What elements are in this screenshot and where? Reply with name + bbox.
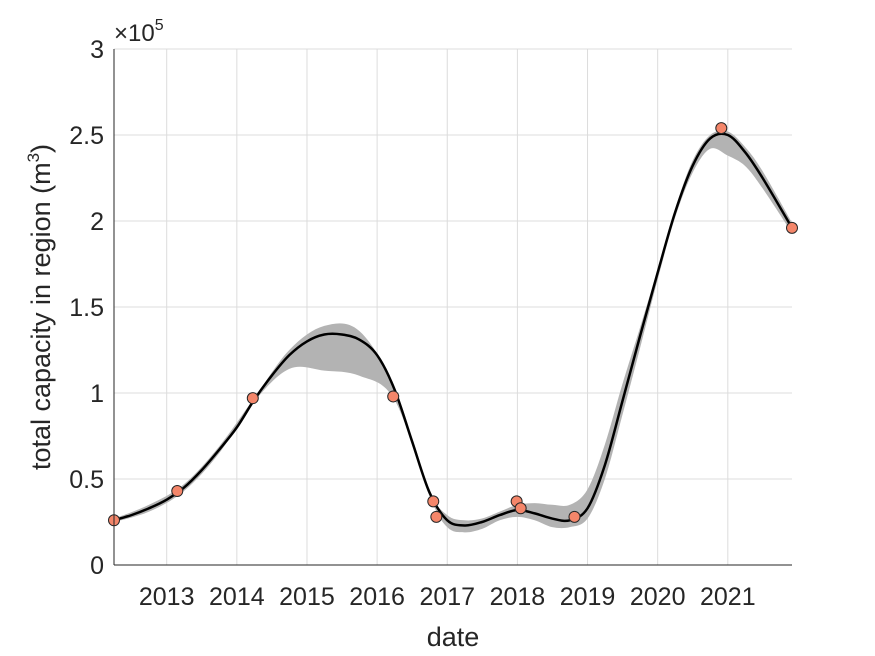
y-tick-label: 0.5 — [69, 466, 104, 494]
y-tick-label: 2.5 — [69, 122, 104, 150]
y-tick-label: 1 — [90, 380, 104, 408]
x-tick-label: 2013 — [139, 583, 195, 611]
y-tick-label: 1.5 — [69, 294, 104, 322]
observation-point — [715, 122, 728, 135]
observation-point — [430, 510, 443, 523]
observation-point — [568, 510, 581, 523]
y-multiplier-exponent: 5 — [155, 17, 164, 34]
y-axis-title: total capacity in region (m3) — [24, 144, 56, 470]
y-multiplier-text: ×10 — [114, 20, 155, 47]
x-tick-label: 2016 — [349, 583, 405, 611]
observation-point — [427, 495, 440, 508]
observation-point — [171, 485, 184, 498]
observation-point — [246, 392, 259, 405]
x-axis-title: date — [427, 622, 480, 652]
x-tick-label: 2021 — [700, 583, 756, 611]
y-axis-title-main: total capacity in region (m — [26, 162, 56, 470]
observation-point — [387, 390, 400, 403]
y-tick-labels: 0 0.5 1 1.5 2 2.5 3 — [69, 36, 104, 580]
observation-point — [786, 221, 798, 234]
y-axis-title-close: ) — [26, 144, 56, 153]
x-tick-label: 2019 — [560, 583, 616, 611]
x-tick-label: 2014 — [209, 583, 265, 611]
x-tick-label: 2015 — [279, 583, 335, 611]
x-tick-label: 2017 — [419, 583, 475, 611]
x-tick-label: 2018 — [490, 583, 546, 611]
x-tick-label: 2020 — [630, 583, 686, 611]
fit-line — [113, 132, 794, 527]
observation-point — [514, 502, 527, 515]
y-tick-label: 0 — [90, 552, 104, 580]
y-tick-label: 3 — [90, 36, 104, 64]
x-tick-labels: 2013 2014 2015 2016 2017 2018 2019 2020 2021 — [139, 583, 756, 611]
y-axis-title-superscript: 3 — [24, 153, 43, 162]
y-multiplier: ×105 — [114, 17, 164, 47]
y-tick-label: 2 — [90, 208, 104, 236]
